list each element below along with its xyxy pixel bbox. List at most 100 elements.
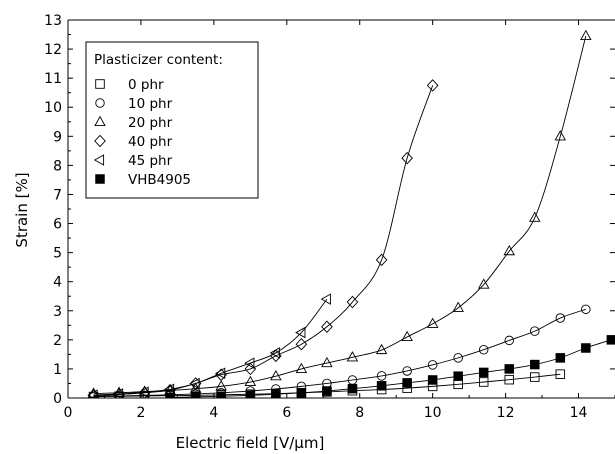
y-axis-title: Strain [%] — [13, 172, 31, 247]
y-tick-label: 13 — [44, 13, 62, 29]
data-point — [530, 359, 540, 370]
x-tick-label: 14 — [570, 405, 588, 421]
data-point — [478, 367, 489, 378]
data-point — [322, 386, 332, 396]
legend-marker — [94, 115, 106, 127]
data-point — [554, 130, 567, 141]
data-point — [295, 337, 308, 351]
data-point — [138, 386, 149, 398]
data-point — [270, 369, 282, 381]
data-point — [426, 79, 439, 92]
y-tick-label: 4 — [53, 275, 62, 291]
data-point — [216, 391, 226, 398]
data-point — [427, 360, 438, 370]
data-point — [555, 369, 566, 379]
data-point — [503, 244, 516, 256]
x-tick-label: 8 — [355, 405, 364, 421]
x-tick-label: 10 — [424, 405, 442, 421]
data-point — [112, 388, 124, 398]
y-tick-label: 8 — [53, 158, 62, 174]
series-6 — [165, 335, 615, 398]
data-point — [296, 388, 307, 398]
data-point — [244, 357, 255, 369]
legend-marker — [94, 134, 106, 148]
x-tick-label: 0 — [64, 405, 73, 421]
legend-marker — [95, 79, 105, 89]
data-point — [244, 375, 257, 387]
y-tick-label: 11 — [44, 71, 62, 87]
data-point — [427, 375, 438, 385]
y-tick-label: 3 — [53, 304, 62, 320]
data-point — [321, 356, 333, 368]
data-point — [453, 353, 463, 363]
y-tick-label: 6 — [53, 217, 62, 233]
data-point — [271, 389, 281, 398]
y-tick-label: 12 — [44, 42, 62, 58]
data-point — [295, 362, 308, 373]
data-point — [530, 326, 540, 336]
data-point — [346, 351, 359, 362]
data-point — [347, 383, 358, 394]
data-point — [375, 343, 388, 355]
data-point — [376, 381, 387, 391]
data-point — [320, 293, 331, 305]
legend-item: VHB4905 — [95, 172, 191, 188]
legend-item: 10 phr — [95, 96, 173, 112]
data-point — [245, 390, 256, 398]
data-point — [190, 392, 201, 398]
data-point — [426, 317, 439, 328]
data-point — [214, 367, 226, 380]
y-tick-label: 2 — [53, 333, 62, 349]
legend-title: Plasticizer content: — [94, 52, 223, 68]
series-5 — [87, 293, 331, 398]
x-tick-label: 6 — [282, 405, 291, 421]
legend: Plasticizer content: 0 phr 10 phr 20 phr 40 … — [85, 41, 259, 199]
data-point — [163, 383, 175, 396]
data-point — [453, 371, 463, 381]
y-tick-label: 1 — [53, 362, 62, 378]
data-point — [581, 343, 591, 353]
data-point — [530, 372, 540, 382]
series-2 — [88, 304, 591, 398]
legend-label: VHB4905 — [128, 172, 191, 188]
data-point — [555, 313, 566, 323]
legend-item: 0 phr — [95, 77, 164, 93]
data-point — [295, 326, 306, 339]
data-point — [504, 374, 514, 385]
legend-marker — [95, 98, 105, 108]
data-point — [346, 295, 359, 309]
legend-label: 40 phr — [128, 134, 173, 150]
data-point — [401, 330, 413, 341]
data-point — [478, 344, 489, 355]
y-tick-label: 10 — [44, 100, 62, 116]
legend-box — [85, 41, 259, 199]
fit-curve-2 — [93, 308, 586, 397]
data-point — [215, 380, 227, 391]
data-point — [504, 335, 514, 346]
x-tick-label: 4 — [209, 405, 218, 421]
data-point — [478, 377, 489, 387]
x-axis-title: Electric field [V/μm] — [176, 434, 325, 452]
fit-curve-5 — [93, 298, 328, 396]
data-point — [402, 366, 412, 376]
legend-item: 20 phr — [94, 115, 173, 131]
data-point — [375, 253, 388, 267]
data-point — [580, 29, 592, 41]
legend-label: 20 phr — [128, 115, 173, 131]
data-point — [477, 278, 490, 289]
data-markers — [87, 29, 615, 398]
data-point — [581, 304, 591, 315]
data-point — [321, 320, 333, 334]
legend-label: 10 phr — [128, 96, 173, 112]
data-point — [529, 211, 541, 222]
data-point — [189, 377, 200, 390]
y-tick-label: 9 — [53, 129, 62, 145]
data-point — [555, 353, 566, 363]
data-point — [376, 371, 387, 381]
x-tick-label: 2 — [136, 405, 145, 421]
data-point — [504, 364, 514, 374]
y-tick-label: 7 — [53, 187, 62, 203]
y-tick-label: 5 — [53, 246, 62, 262]
